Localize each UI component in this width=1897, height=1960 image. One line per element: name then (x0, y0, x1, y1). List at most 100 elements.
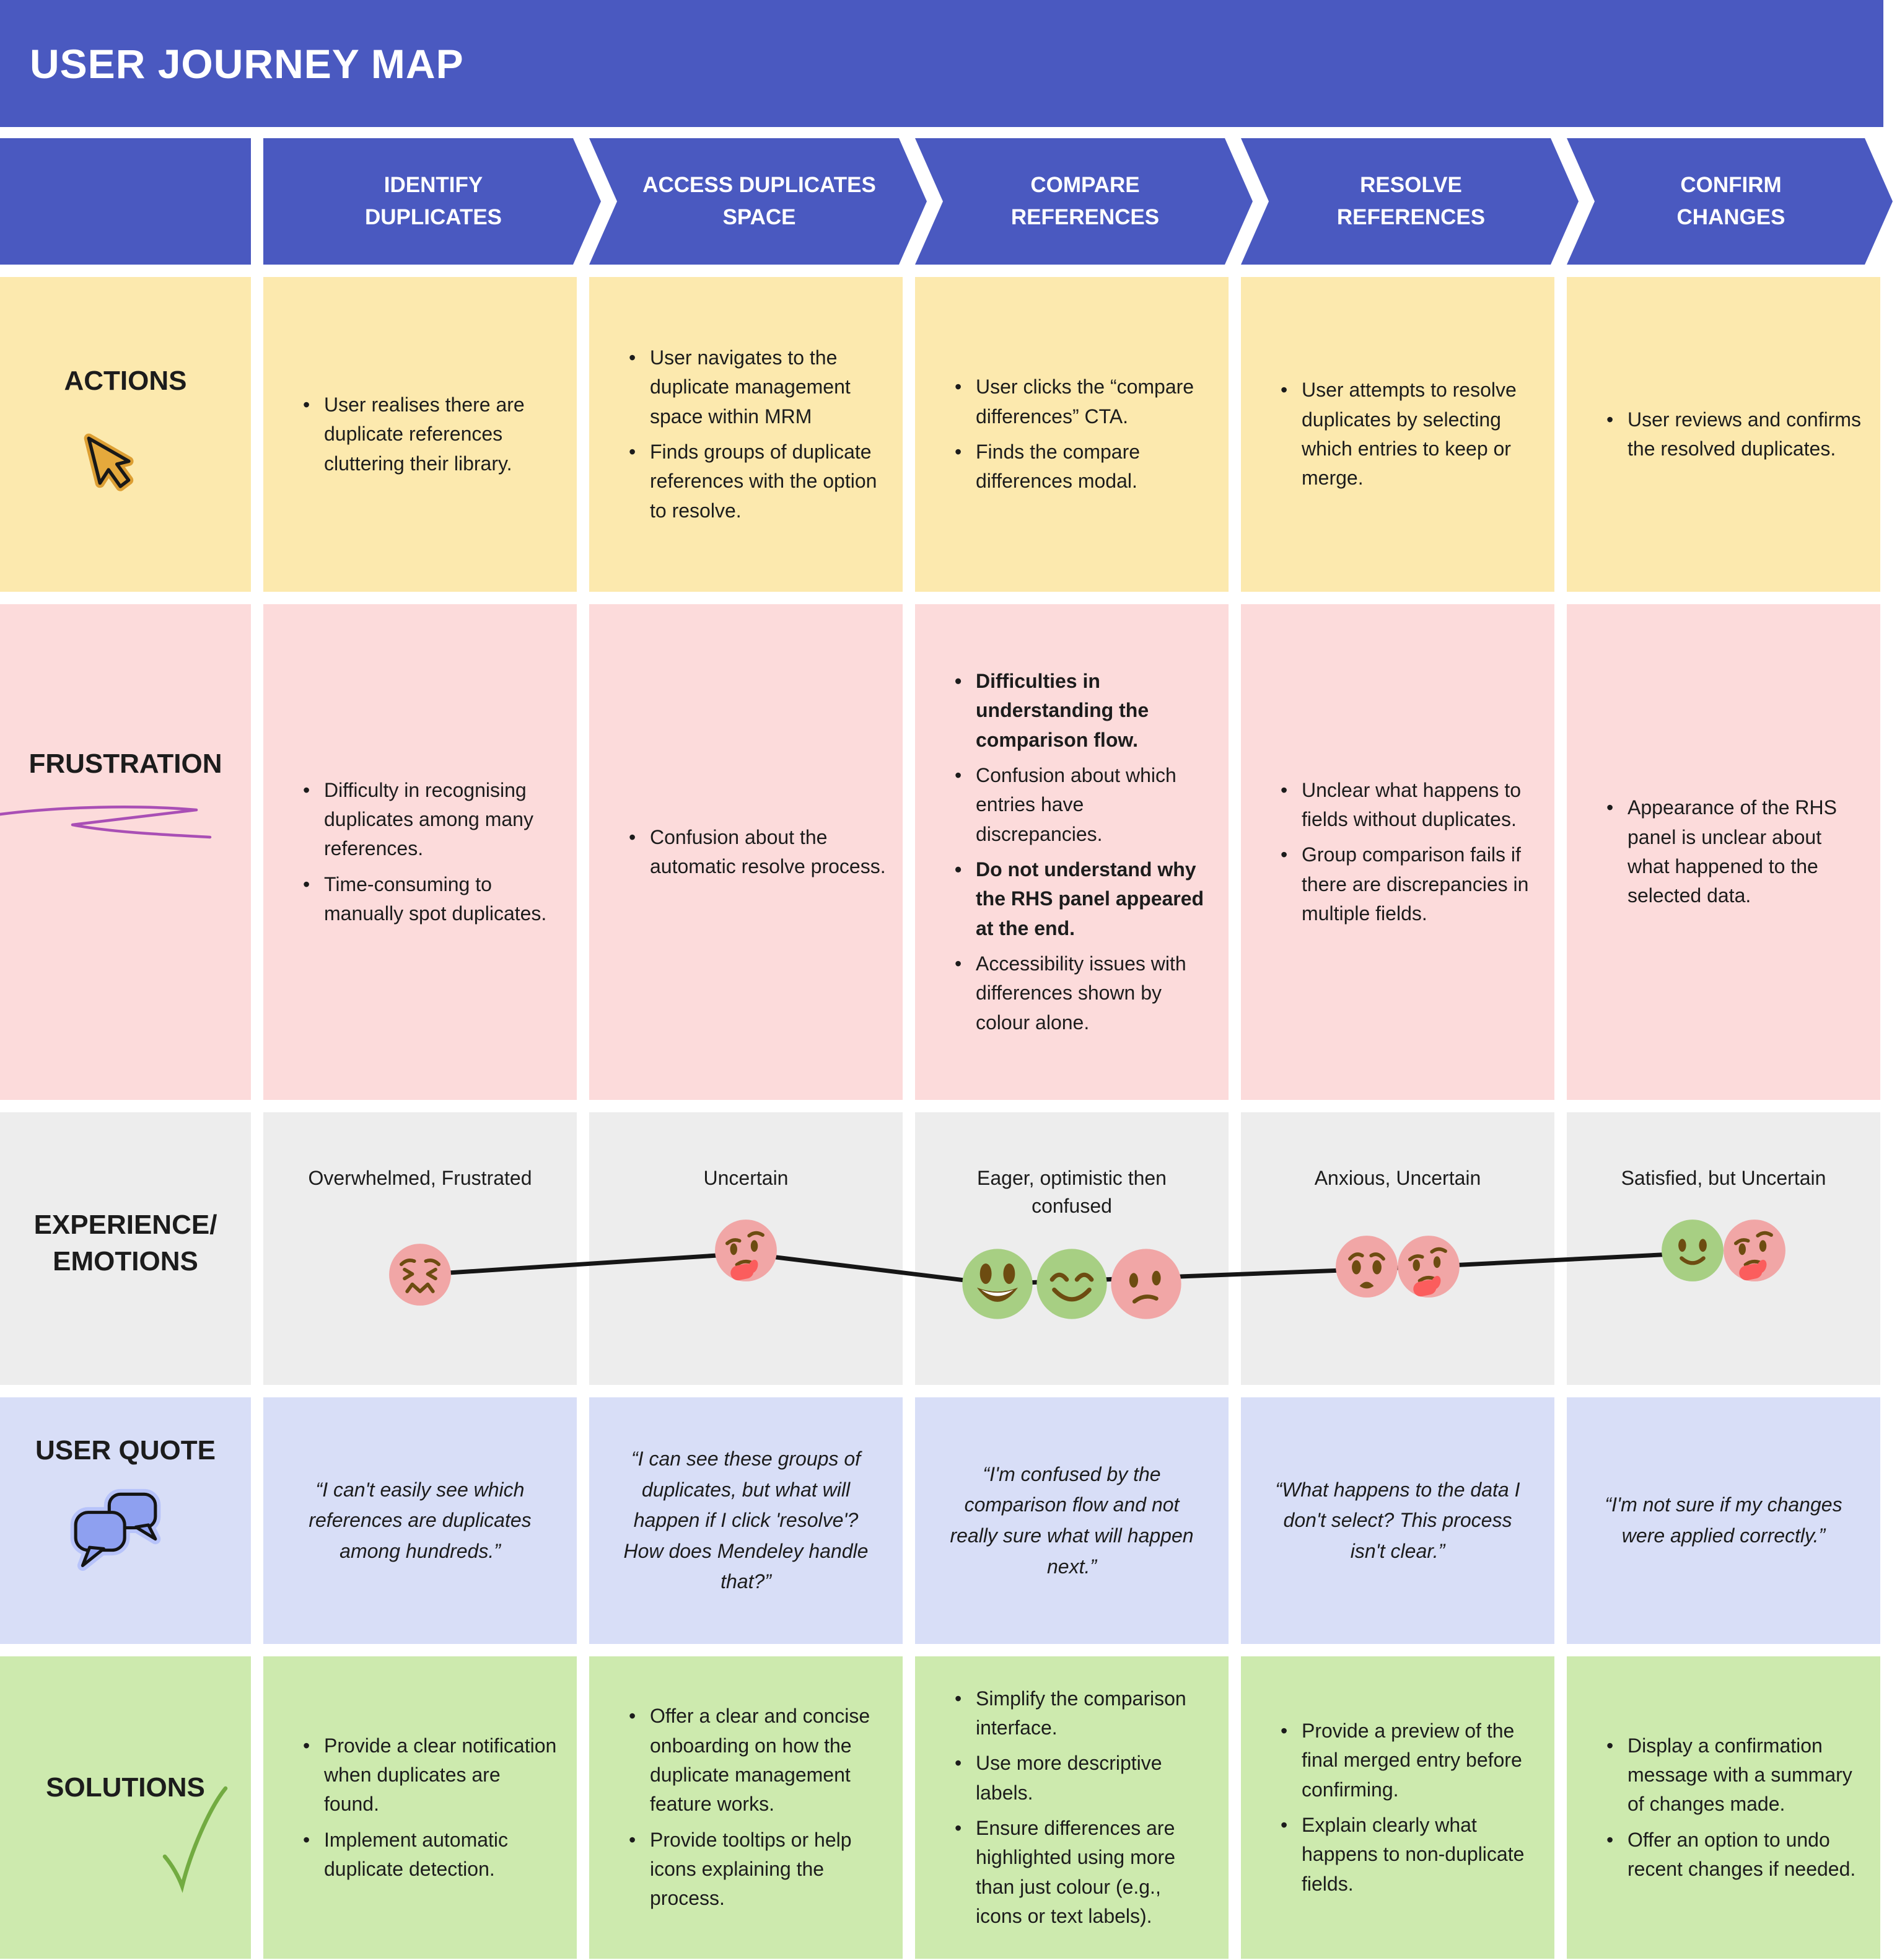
row-label-quote: USER QUOTE (0, 1397, 251, 1644)
row-label-solutions: SOLUTIONS (0, 1656, 251, 1959)
emotions-cell-compare: Eager, optimistic then confused (915, 1112, 1229, 1385)
bullet-item: Group comparison fails if there are disc… (1281, 840, 1538, 928)
slight-smile-face-icon (1660, 1218, 1725, 1283)
stage-header-compare-references: COMPARE REFERENCES (915, 138, 1253, 265)
bullet-item: User navigates to the duplicate manageme… (629, 343, 887, 431)
thinking-face-icon (1722, 1218, 1787, 1283)
quote-cell-resolve: “What happens to the data I don't select… (1241, 1397, 1554, 1644)
bullet-list: Offer a clear and concise onboarding on … (589, 1677, 903, 1938)
stage-header-label: RESOLVE REFERENCES (1336, 172, 1486, 229)
speech-bubbles-icon (66, 1487, 171, 1577)
bullet-item: Explain clearly what happens to non-dupl… (1281, 1811, 1538, 1899)
confounded-face-icon (388, 1242, 452, 1307)
journey-grid: IDENTIFY DUPLICATES ACCESS DUPLICATES SP… (0, 138, 1880, 1959)
bullet-item: Accessibility issues with differences sh… (955, 949, 1212, 1037)
emotions-cell-access: Uncertain (589, 1112, 903, 1385)
bullet-list: User clicks the “compare differences” CT… (915, 348, 1229, 521)
bullet-list: Difficulty in recognising duplicates amo… (263, 751, 577, 954)
row-label-frustration: FRUSTRATION (0, 604, 251, 1100)
bullet-item: Confusion about the automatic resolve pr… (629, 823, 887, 882)
frustration-cell-identify: Difficulty in recognising duplicates amo… (263, 604, 577, 1100)
bullet-list: Provide a clear notification when duplic… (263, 1707, 577, 1909)
stage-header-label: CONFIRM CHANGES (1676, 172, 1785, 229)
thinking-face-icon (714, 1218, 778, 1283)
bullet-item: User clicks the “compare differences” CT… (955, 372, 1212, 431)
emotion-faces (915, 1247, 1229, 1321)
stage-header-label: ACCESS DUPLICATES SPACE (642, 172, 876, 229)
stage-headers: IDENTIFY DUPLICATES ACCESS DUPLICATES SP… (263, 138, 1880, 265)
bullet-item: Appearance of the RHS panel is unclear a… (1606, 793, 1864, 910)
actions-cell-access: User navigates to the duplicate manageme… (589, 277, 903, 592)
frustration-cell-compare: Difficulties in understanding the compar… (915, 604, 1229, 1100)
emotion-faces (1241, 1234, 1554, 1299)
solutions-cell-access: Offer a clear and concise onboarding on … (589, 1656, 903, 1959)
row-label-text: FRUSTRATION (28, 749, 222, 779)
bullet-item: Difficulties in understanding the compar… (955, 667, 1212, 755)
quote-cell-compare: “I'm confused by the comparison flow and… (915, 1397, 1229, 1644)
bullet-item: User attempts to resolve duplicates by s… (1281, 376, 1538, 493)
bullet-list: User attempts to resolve duplicates by s… (1241, 351, 1554, 517)
bullet-item: Difficulty in recognising duplicates amo… (303, 776, 561, 864)
row-label-text: USER QUOTE (35, 1435, 216, 1466)
bullet-item: User reviews and confirms the resolved d… (1606, 405, 1864, 464)
emotions-cell-resolve: Anxious, Uncertain (1241, 1112, 1554, 1385)
quote-cell-confirm: “I'm not sure if my changes were applied… (1567, 1397, 1880, 1644)
bullet-list: User navigates to the duplicate manageme… (589, 319, 903, 550)
stage-header-label: IDENTIFY DUPLICATES (364, 172, 502, 229)
frustration-cell-confirm: Appearance of the RHS panel is unclear a… (1567, 604, 1880, 1100)
quote-cell-access: “I can see these groups of duplicates, b… (589, 1397, 903, 1644)
bullet-item: Finds groups of duplicate references wit… (629, 437, 887, 525)
bullet-item: Time-consuming to manually spot duplicat… (303, 870, 561, 929)
user-quote: “What happens to the data I don't select… (1275, 1478, 1520, 1562)
bullet-item: Implement automatic duplicate detection. (303, 1826, 561, 1884)
bullet-item: Provide a preview of the final merged en… (1281, 1716, 1538, 1804)
title-banner: USER JOURNEY MAP (0, 0, 1883, 127)
emotion-faces (1567, 1218, 1880, 1283)
page-title: USER JOURNEY MAP (30, 40, 464, 87)
stage-header-identify-duplicates: IDENTIFY DUPLICATES (263, 138, 601, 265)
bullet-list: Confusion about the automatic resolve pr… (589, 798, 903, 907)
bullet-list: Unclear what happens to fields without d… (1241, 751, 1554, 954)
bullet-list: Provide a preview of the final merged en… (1241, 1692, 1554, 1923)
anguished-face-icon (1334, 1234, 1399, 1299)
bullet-list: Display a confirmation message with a su… (1567, 1707, 1880, 1909)
user-quote: “I can't easily see which references are… (309, 1478, 532, 1562)
solutions-cell-confirm: Display a confirmation message with a su… (1567, 1656, 1880, 1959)
bullet-item: Offer an option to undo recent changes i… (1606, 1826, 1864, 1884)
bullet-item: Ensure differences are highlighted using… (955, 1814, 1212, 1931)
actions-cell-resolve: User attempts to resolve duplicates by s… (1241, 277, 1554, 592)
header-corner-spacer (0, 138, 251, 265)
bullet-list: Difficulties in understanding the compar… (915, 642, 1229, 1062)
user-quote: “I can see these groups of duplicates, b… (623, 1448, 869, 1593)
row-label-text: ACTIONS (64, 366, 187, 396)
bullet-item: Offer a clear and concise onboarding on … (629, 1702, 887, 1819)
emotion-label: Overwhelmed, Frustrated (308, 1167, 532, 1189)
smiling-eyes-face-icon (1035, 1247, 1108, 1321)
cursor-icon (84, 429, 146, 510)
bullet-list: Simplify the comparison interface. Use mo… (915, 1659, 1229, 1956)
bullet-item: Provide tooltips or help icons explainin… (629, 1826, 887, 1914)
bullet-list: User realises there are duplicate refere… (263, 366, 577, 503)
frustration-cell-access: Confusion about the automatic resolve pr… (589, 604, 903, 1100)
grinning-face-icon (961, 1247, 1034, 1321)
bullet-item: Unclear what happens to fields without d… (1281, 776, 1538, 835)
bullet-item: Display a confirmation message with a su… (1606, 1731, 1864, 1819)
bullet-item: Do not understand why the RHS panel appe… (955, 855, 1212, 943)
emotions-cell-identify: Overwhelmed, Frustrated (263, 1112, 577, 1385)
emotion-label: Satisfied, but Uncertain (1621, 1167, 1826, 1189)
checkmark-icon (156, 1780, 230, 1914)
bullet-item: Confusion about which entries have discr… (955, 761, 1212, 849)
row-label-text: SOLUTIONS (46, 1772, 205, 1803)
row-label-text: EXPERIENCE/ EMOTIONS (33, 1210, 217, 1277)
bullet-item: Use more descriptive labels. (955, 1749, 1212, 1808)
user-quote: “I'm not sure if my changes were applied… (1605, 1493, 1842, 1547)
bullet-item: Provide a clear notification when duplic… (303, 1731, 561, 1819)
stage-header-label: COMPARE REFERENCES (1010, 172, 1160, 229)
quote-cell-identify: “I can't easily see which references are… (263, 1397, 577, 1644)
stage-header-resolve-references: RESOLVE REFERENCES (1241, 138, 1579, 265)
bullet-list: User reviews and confirms the resolved d… (1567, 380, 1880, 489)
actions-cell-compare: User clicks the “compare differences” CT… (915, 277, 1229, 592)
scribble-icon (0, 803, 215, 845)
bullet-item: Simplify the comparison interface. (955, 1684, 1212, 1743)
